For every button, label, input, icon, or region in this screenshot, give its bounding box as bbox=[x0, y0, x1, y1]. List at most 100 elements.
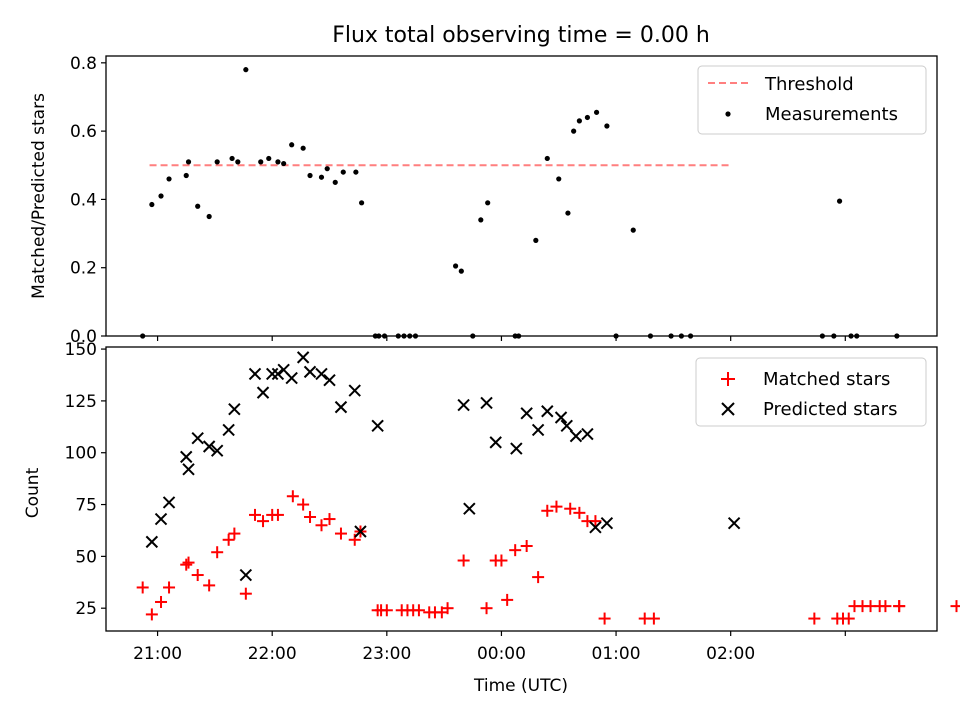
predicted-star-point bbox=[222, 423, 235, 437]
predicted-star-point bbox=[554, 411, 568, 424]
measurement-point bbox=[281, 160, 287, 167]
top-marks bbox=[140, 67, 900, 339]
predicted-star-point bbox=[303, 365, 317, 379]
predicted-star-point bbox=[296, 351, 310, 364]
matched-star-point bbox=[495, 554, 508, 567]
measurement-point bbox=[289, 142, 295, 148]
predicted-star-point bbox=[271, 367, 285, 381]
measurement-point bbox=[544, 155, 550, 162]
matched-star-point bbox=[380, 604, 393, 617]
measurement-point bbox=[359, 200, 365, 206]
predicted-star-point bbox=[354, 525, 367, 538]
measurement-point bbox=[318, 174, 325, 180]
legend-matched-label: Matched stars bbox=[763, 369, 890, 390]
predicted-star-point bbox=[463, 502, 476, 515]
x-tick-label: 22:00 bbox=[248, 644, 297, 664]
predicted-star-point bbox=[191, 432, 204, 445]
predicted-star-point bbox=[334, 400, 348, 414]
predicted-star-point bbox=[182, 463, 195, 476]
x-tick-label: 02:00 bbox=[706, 644, 755, 664]
measurement-point bbox=[630, 227, 636, 233]
bottom-legend-box bbox=[695, 357, 927, 427]
matched-star-point bbox=[203, 579, 216, 592]
matched-star-point bbox=[501, 593, 514, 606]
predicted-star-point bbox=[727, 516, 741, 530]
measurement-point bbox=[158, 193, 164, 199]
matched-star-point bbox=[564, 502, 577, 515]
measurement-point bbox=[353, 169, 359, 175]
matched-star-point bbox=[180, 558, 193, 571]
x-tick-label: 21:00 bbox=[133, 644, 182, 664]
legend-measurements-label: Measurements bbox=[765, 104, 898, 125]
measurement-point bbox=[836, 198, 843, 204]
x-tick-label: 23:00 bbox=[362, 644, 411, 664]
matched-star-point bbox=[155, 595, 168, 608]
bottom-y-ticks: 25 50 75 100 125 150 bbox=[65, 340, 106, 619]
matched-star-point bbox=[647, 612, 660, 625]
predicted-star-point bbox=[589, 521, 602, 534]
matched-star-point bbox=[509, 544, 522, 557]
matched-star-point bbox=[520, 540, 533, 553]
measurement-point bbox=[300, 145, 306, 151]
measurement-point bbox=[340, 169, 346, 175]
matched-star-point bbox=[297, 498, 310, 511]
measurement-point bbox=[485, 200, 491, 206]
bottom-y-tick-label: 25 bbox=[75, 599, 97, 619]
bottom-axes-frame bbox=[105, 346, 938, 632]
legend-predicted-swatch bbox=[721, 402, 735, 416]
matched-star-point bbox=[271, 508, 284, 521]
matched-star-point bbox=[808, 612, 821, 625]
predicted-star-point bbox=[248, 367, 262, 381]
x-tick-label: 01:00 bbox=[592, 644, 641, 664]
predicted-star-point bbox=[285, 371, 298, 385]
matched-star-point bbox=[304, 510, 317, 523]
top-panel: 0.00.20.40.60.8 Matched/Predicted stars … bbox=[29, 54, 938, 347]
predicted-star-point bbox=[489, 436, 502, 449]
measurement-point bbox=[478, 217, 484, 223]
measurement-point bbox=[571, 128, 577, 134]
matched-star-point bbox=[412, 604, 425, 617]
matched-star-point bbox=[532, 571, 545, 584]
predicted-star-point bbox=[560, 419, 573, 432]
legend-matched-swatch bbox=[721, 372, 735, 386]
predicted-star-point bbox=[180, 450, 193, 464]
predicted-star-point bbox=[154, 512, 168, 526]
predicted-star-point bbox=[371, 419, 384, 432]
matched-star-point bbox=[315, 519, 328, 532]
bottom-marks bbox=[136, 351, 960, 625]
chart-title: Flux total observing time = 0.00 h bbox=[332, 23, 710, 48]
matched-star-point bbox=[589, 515, 602, 528]
matched-star-point bbox=[950, 600, 960, 613]
top-y-tick-label: 0.6 bbox=[70, 122, 97, 142]
measurement-point bbox=[149, 201, 155, 208]
predicted-star-point bbox=[210, 444, 224, 457]
predicted-star-point bbox=[600, 516, 614, 530]
measurement-point bbox=[576, 118, 582, 124]
matched-star-point bbox=[323, 513, 336, 526]
measurement-point bbox=[214, 159, 220, 165]
matched-star-point bbox=[893, 600, 906, 613]
bottom-panel: 25 50 75 100 125 150 21:00 22:00 23:00 00:00 01:0… bbox=[23, 340, 960, 696]
predicted-star-point bbox=[265, 367, 279, 381]
predicted-star-point bbox=[323, 373, 336, 387]
predicted-star-point bbox=[569, 429, 583, 443]
matched-star-point bbox=[228, 527, 241, 540]
predicted-star-point bbox=[541, 405, 554, 418]
measurement-point bbox=[275, 159, 281, 165]
predicted-star-point bbox=[162, 496, 176, 509]
measurement-point bbox=[195, 203, 201, 209]
matched-star-point bbox=[257, 515, 270, 528]
measurement-point bbox=[183, 172, 189, 179]
x-axis-label: Time (UTC) bbox=[473, 676, 568, 696]
bottom-y-tick-label: 100 bbox=[65, 444, 97, 464]
top-y-ticks: 0.0 0.2 0.4 0.6 0.8 bbox=[70, 54, 106, 347]
measurement-point bbox=[452, 263, 459, 269]
matched-star-point bbox=[348, 533, 361, 546]
matched-star-point bbox=[286, 490, 299, 503]
legend-measurements-swatch bbox=[725, 111, 731, 117]
matched-star-point bbox=[145, 608, 158, 621]
measurement-point bbox=[258, 159, 264, 165]
top-axes-frame bbox=[105, 55, 938, 337]
bottom-y-tick-label: 150 bbox=[65, 340, 97, 360]
bottom-y-axis-label: Count bbox=[23, 467, 43, 518]
